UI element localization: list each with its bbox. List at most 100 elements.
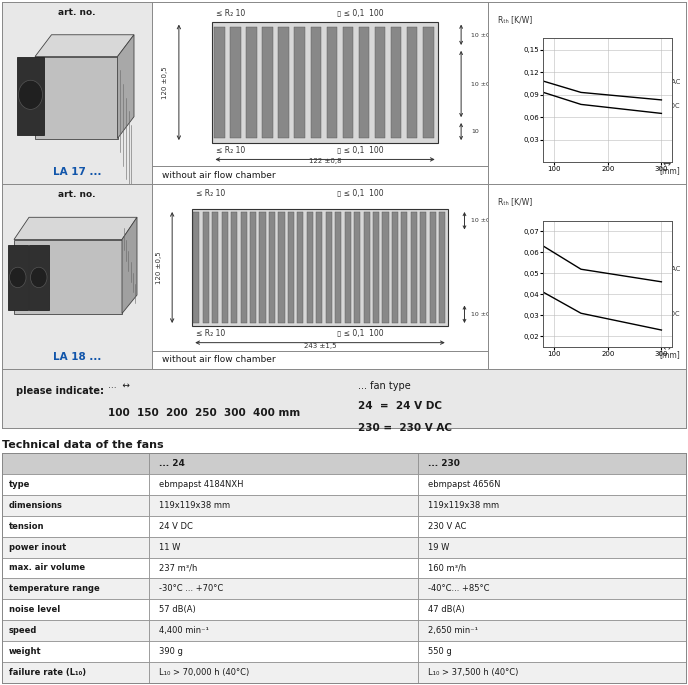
Bar <box>418 662 686 683</box>
Text: LA 17 ...: LA 17 ... <box>53 166 101 177</box>
Bar <box>2 662 149 683</box>
Text: ≤ R₂ 10: ≤ R₂ 10 <box>216 8 245 18</box>
Text: art. no.: art. no. <box>58 190 96 199</box>
Bar <box>439 212 445 323</box>
Bar <box>297 212 303 323</box>
Text: L₁₀ > 37,500 h (40°C): L₁₀ > 37,500 h (40°C) <box>428 668 519 677</box>
Bar <box>246 27 257 138</box>
Bar <box>401 212 407 323</box>
Circle shape <box>30 267 47 288</box>
Text: 24VDC: 24VDC <box>658 310 680 316</box>
Bar <box>193 209 448 326</box>
Text: ▯ ≤ 0,1  100: ▯ ≤ 0,1 100 <box>337 329 383 338</box>
Bar <box>149 641 418 662</box>
Bar <box>213 22 438 143</box>
Bar <box>345 212 351 323</box>
Text: temperature range: temperature range <box>9 584 100 593</box>
Bar <box>354 212 361 323</box>
Text: 230 V AC: 230 V AC <box>428 522 466 531</box>
Bar <box>294 27 305 138</box>
Bar <box>203 212 209 323</box>
Bar <box>375 27 385 138</box>
Bar <box>149 558 418 578</box>
FancyBboxPatch shape <box>35 57 118 138</box>
Bar <box>262 27 272 138</box>
Text: ≤ R₂ 10: ≤ R₂ 10 <box>195 329 225 338</box>
Text: 230 V AC: 230 V AC <box>649 79 680 85</box>
Text: 19 W: 19 W <box>428 543 449 551</box>
Text: ebmpapst 4184NXH: ebmpapst 4184NXH <box>160 480 244 489</box>
Text: ▯ ≤ 0,1  100: ▯ ≤ 0,1 100 <box>337 8 383 18</box>
Text: 122 ±0,8: 122 ±0,8 <box>309 158 341 164</box>
Bar <box>279 212 285 323</box>
Bar <box>420 212 427 323</box>
Bar <box>418 558 686 578</box>
Polygon shape <box>118 35 134 138</box>
Text: 160 m³/h: 160 m³/h <box>428 564 466 573</box>
Text: [mm]: [mm] <box>659 166 680 175</box>
Text: ebmpapst 4656N: ebmpapst 4656N <box>428 480 501 489</box>
Text: 119x119x38 mm: 119x119x38 mm <box>428 501 499 510</box>
Text: Technical data of the fans: Technical data of the fans <box>2 440 164 450</box>
Text: 119x119x38 mm: 119x119x38 mm <box>160 501 230 510</box>
Bar <box>383 212 389 323</box>
Bar <box>359 27 369 138</box>
Bar <box>343 27 353 138</box>
Text: 10 ±0,5: 10 ±0,5 <box>471 82 496 86</box>
Text: without air flow chamber: without air flow chamber <box>162 171 276 179</box>
Text: L₁₀ > 70,000 h (40°C): L₁₀ > 70,000 h (40°C) <box>160 668 250 677</box>
Text: ...  ↔: ... ↔ <box>108 381 130 390</box>
Bar <box>363 212 369 323</box>
Bar <box>423 27 433 138</box>
Bar <box>391 27 401 138</box>
Bar <box>2 495 149 516</box>
Text: 57 dB(A): 57 dB(A) <box>160 606 196 614</box>
Bar <box>2 599 149 621</box>
Bar <box>149 578 418 599</box>
Text: 390 g: 390 g <box>160 647 183 656</box>
Text: ... 230: ... 230 <box>428 459 460 468</box>
Text: 24  =  24 V DC: 24 = 24 V DC <box>358 401 442 412</box>
Bar <box>418 578 686 599</box>
FancyBboxPatch shape <box>29 245 48 310</box>
Bar <box>149 516 418 536</box>
Bar <box>149 621 418 641</box>
Bar <box>250 212 256 323</box>
Bar <box>269 212 275 323</box>
Text: [mm]: [mm] <box>659 351 680 360</box>
Circle shape <box>19 80 43 110</box>
Bar <box>241 212 247 323</box>
Text: 10 ±0,5: 10 ±0,5 <box>471 32 496 37</box>
Bar <box>327 27 337 138</box>
Text: please indicate:: please indicate: <box>16 386 104 395</box>
FancyBboxPatch shape <box>8 245 28 310</box>
Text: 24 V DC: 24 V DC <box>160 522 193 531</box>
Bar <box>418 599 686 621</box>
Bar <box>193 212 200 323</box>
Bar <box>212 212 218 323</box>
Text: ↔: ↔ <box>662 344 670 353</box>
Bar <box>279 27 289 138</box>
Text: Rₜₕ [K/W]: Rₜₕ [K/W] <box>498 15 532 24</box>
Bar <box>307 212 313 323</box>
Polygon shape <box>14 217 137 240</box>
Bar <box>2 641 149 662</box>
Bar <box>418 453 686 474</box>
Bar <box>418 641 686 662</box>
Text: noise level: noise level <box>9 606 60 614</box>
Text: 4,400 min⁻¹: 4,400 min⁻¹ <box>160 626 209 635</box>
Text: 550 g: 550 g <box>428 647 452 656</box>
Bar <box>259 212 266 323</box>
Bar <box>418 474 686 495</box>
Bar <box>407 27 418 138</box>
Text: ... 24: ... 24 <box>160 459 185 468</box>
Text: max. air volume: max. air volume <box>9 564 85 573</box>
Text: ▯ ≤ 0,1  100: ▯ ≤ 0,1 100 <box>337 189 383 198</box>
Bar <box>373 212 379 323</box>
Text: type: type <box>9 480 30 489</box>
Bar <box>310 27 321 138</box>
Bar <box>430 212 436 323</box>
Bar <box>2 558 149 578</box>
Text: without air flow chamber: without air flow chamber <box>162 356 276 364</box>
Bar <box>149 662 418 683</box>
